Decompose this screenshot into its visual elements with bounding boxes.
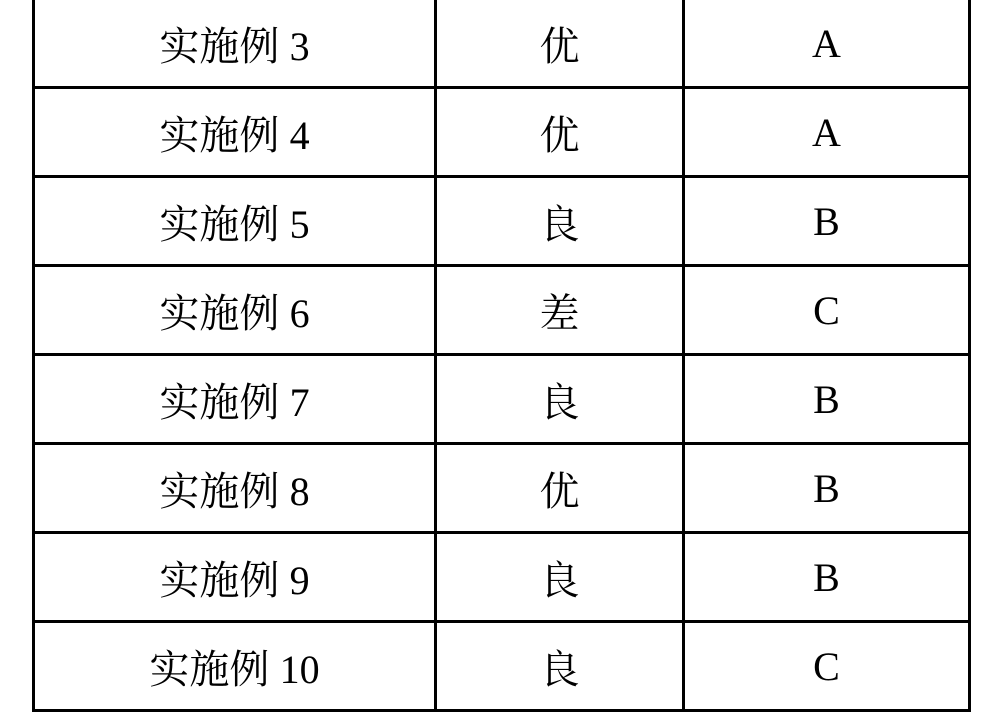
example-number: 7 <box>290 380 310 425</box>
example-label: 实施例 <box>159 193 289 250</box>
grade-cell: C <box>684 266 970 355</box>
example-cell: 实施例 8 <box>34 444 436 533</box>
example-cell: 实施例 9 <box>34 533 436 622</box>
rating-cell: 优 <box>436 0 684 88</box>
table-row: 实施例 5 良 B <box>34 177 970 266</box>
example-cell: 实施例 3 <box>34 0 436 88</box>
example-cell: 实施例 4 <box>34 88 436 177</box>
example-cell: 实施例 10 <box>34 622 436 711</box>
table-row: 实施例 6 差 C <box>34 266 970 355</box>
table-row: 实施例 9 良 B <box>34 533 970 622</box>
example-number: 10 <box>280 647 320 692</box>
table-row: 实施例 8 优 B <box>34 444 970 533</box>
example-label: 实施例 <box>159 15 289 72</box>
example-cell: 实施例 5 <box>34 177 436 266</box>
grade-cell: A <box>684 0 970 88</box>
grade-cell: B <box>684 533 970 622</box>
grade-cell: C <box>684 622 970 711</box>
rating-cell: 差 <box>436 266 684 355</box>
results-table: 实施例 3 优 A 实施例 4 优 A 实施例 5 良 B 实施例 6 差 C … <box>32 0 971 712</box>
rating-cell: 良 <box>436 177 684 266</box>
grade-cell: B <box>684 177 970 266</box>
example-cell: 实施例 6 <box>34 266 436 355</box>
rating-cell: 良 <box>436 355 684 444</box>
example-number: 8 <box>290 469 310 514</box>
example-cell: 实施例 7 <box>34 355 436 444</box>
example-number: 4 <box>290 113 310 158</box>
example-number: 3 <box>290 24 310 69</box>
table-row: 实施例 4 优 A <box>34 88 970 177</box>
example-number: 6 <box>290 291 310 336</box>
example-label: 实施例 <box>159 104 289 161</box>
example-number: 9 <box>290 558 310 603</box>
grade-cell: B <box>684 444 970 533</box>
rating-cell: 优 <box>436 444 684 533</box>
table-container: 实施例 3 优 A 实施例 4 优 A 实施例 5 良 B 实施例 6 差 C … <box>32 0 968 712</box>
table-row: 实施例 7 良 B <box>34 355 970 444</box>
example-label: 实施例 <box>149 638 279 695</box>
example-label: 实施例 <box>159 549 289 606</box>
table-row: 实施例 3 优 A <box>34 0 970 88</box>
example-label: 实施例 <box>159 282 289 339</box>
grade-cell: B <box>684 355 970 444</box>
rating-cell: 良 <box>436 622 684 711</box>
example-label: 实施例 <box>159 460 289 517</box>
example-number: 5 <box>290 202 310 247</box>
rating-cell: 优 <box>436 88 684 177</box>
rating-cell: 良 <box>436 533 684 622</box>
example-label: 实施例 <box>159 371 289 428</box>
grade-cell: A <box>684 88 970 177</box>
table-row: 实施例 10 良 C <box>34 622 970 711</box>
